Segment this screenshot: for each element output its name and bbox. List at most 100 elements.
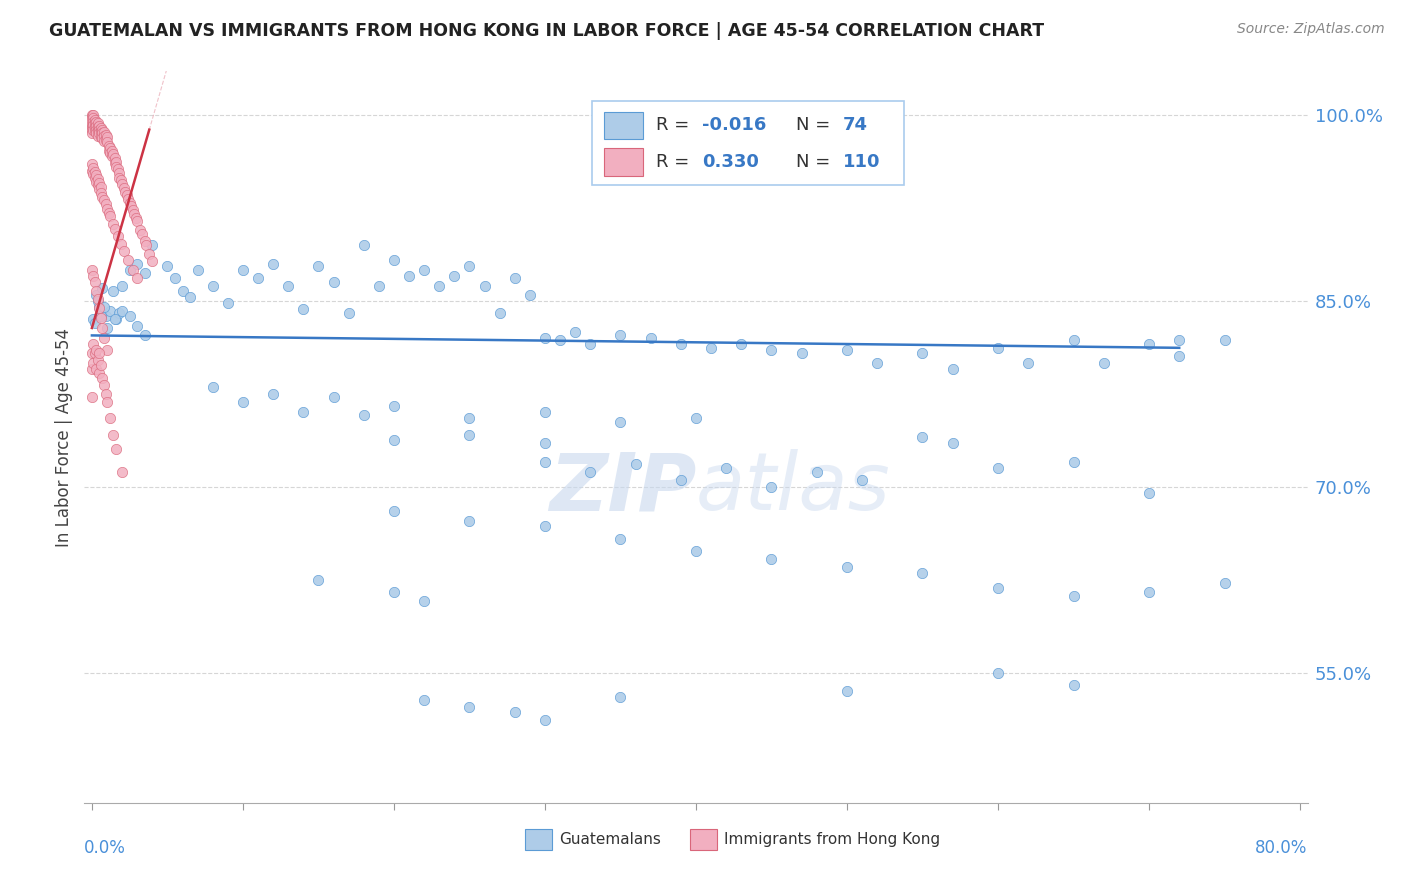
Point <box>87 293 110 307</box>
Point <box>93 194 115 208</box>
Point <box>96 202 118 216</box>
Point <box>90 309 112 323</box>
Point <box>714 461 737 475</box>
Point <box>141 238 163 252</box>
Point <box>835 684 858 698</box>
Point <box>761 551 783 566</box>
Point <box>90 186 112 200</box>
Point <box>120 199 142 213</box>
Point <box>80 120 103 135</box>
Point <box>80 362 103 376</box>
Point <box>82 312 104 326</box>
Point <box>911 430 934 444</box>
Point <box>87 178 110 193</box>
Point <box>84 316 107 330</box>
Point <box>127 318 149 333</box>
Point <box>84 171 107 186</box>
Point <box>87 128 110 143</box>
Point <box>564 325 586 339</box>
Point <box>80 110 103 124</box>
Point <box>1213 576 1236 591</box>
Point <box>91 321 114 335</box>
Point <box>90 179 112 194</box>
Point <box>80 345 103 359</box>
Text: -0.016: -0.016 <box>702 117 766 135</box>
Point <box>413 693 436 707</box>
Point <box>90 125 112 139</box>
Text: R =: R = <box>655 117 695 135</box>
Point <box>534 331 557 345</box>
Point <box>103 151 125 165</box>
Point <box>1017 356 1039 370</box>
Point <box>93 300 115 314</box>
Point <box>640 331 662 345</box>
Point <box>86 287 108 301</box>
Point <box>382 504 405 518</box>
Point <box>89 176 111 190</box>
Point <box>609 415 631 429</box>
Point <box>669 474 692 488</box>
Point <box>1137 486 1160 500</box>
Point <box>127 271 149 285</box>
Point <box>232 395 254 409</box>
Point <box>382 433 405 447</box>
Point <box>84 116 107 130</box>
Point <box>103 222 125 236</box>
Point <box>609 328 631 343</box>
Point <box>90 121 112 136</box>
Point <box>108 306 131 320</box>
Point <box>382 252 405 267</box>
Point <box>90 130 112 145</box>
Point <box>84 112 107 127</box>
Point <box>94 197 117 211</box>
Point <box>97 144 120 158</box>
Point <box>94 132 117 146</box>
Point <box>108 166 131 180</box>
Point <box>89 345 111 359</box>
Point <box>835 560 858 574</box>
Point <box>91 131 114 145</box>
Point <box>86 175 108 189</box>
Point <box>534 519 557 533</box>
Point <box>187 262 209 277</box>
Point <box>685 411 707 425</box>
Point <box>129 223 152 237</box>
Point <box>105 442 128 457</box>
Point <box>503 706 526 720</box>
Point <box>87 172 110 186</box>
Point <box>114 185 136 199</box>
Point <box>427 278 450 293</box>
Point <box>413 593 436 607</box>
Point <box>118 195 141 210</box>
Point <box>141 254 163 268</box>
Point <box>80 163 103 178</box>
Point <box>127 256 149 270</box>
Text: R =: R = <box>655 153 695 171</box>
Point <box>98 210 121 224</box>
Point <box>1092 356 1115 370</box>
Point <box>96 395 118 409</box>
Point <box>1063 455 1085 469</box>
Point <box>125 211 148 225</box>
Point <box>86 119 108 133</box>
Point <box>624 458 647 472</box>
Point <box>413 262 436 277</box>
Point <box>579 465 602 479</box>
Point <box>851 474 873 488</box>
Text: N =: N = <box>796 153 837 171</box>
Text: ZIP: ZIP <box>548 450 696 527</box>
Point <box>322 391 344 405</box>
Point <box>262 256 284 270</box>
Point <box>86 115 108 129</box>
Point <box>91 370 114 384</box>
Point <box>1137 585 1160 599</box>
Point <box>700 341 723 355</box>
Point <box>172 284 194 298</box>
Point <box>87 293 110 308</box>
Point <box>101 284 124 298</box>
Point <box>987 341 1010 355</box>
Text: atlas: atlas <box>696 450 891 527</box>
Point <box>98 146 121 161</box>
Point <box>96 343 118 358</box>
Text: 80.0%: 80.0% <box>1256 839 1308 857</box>
